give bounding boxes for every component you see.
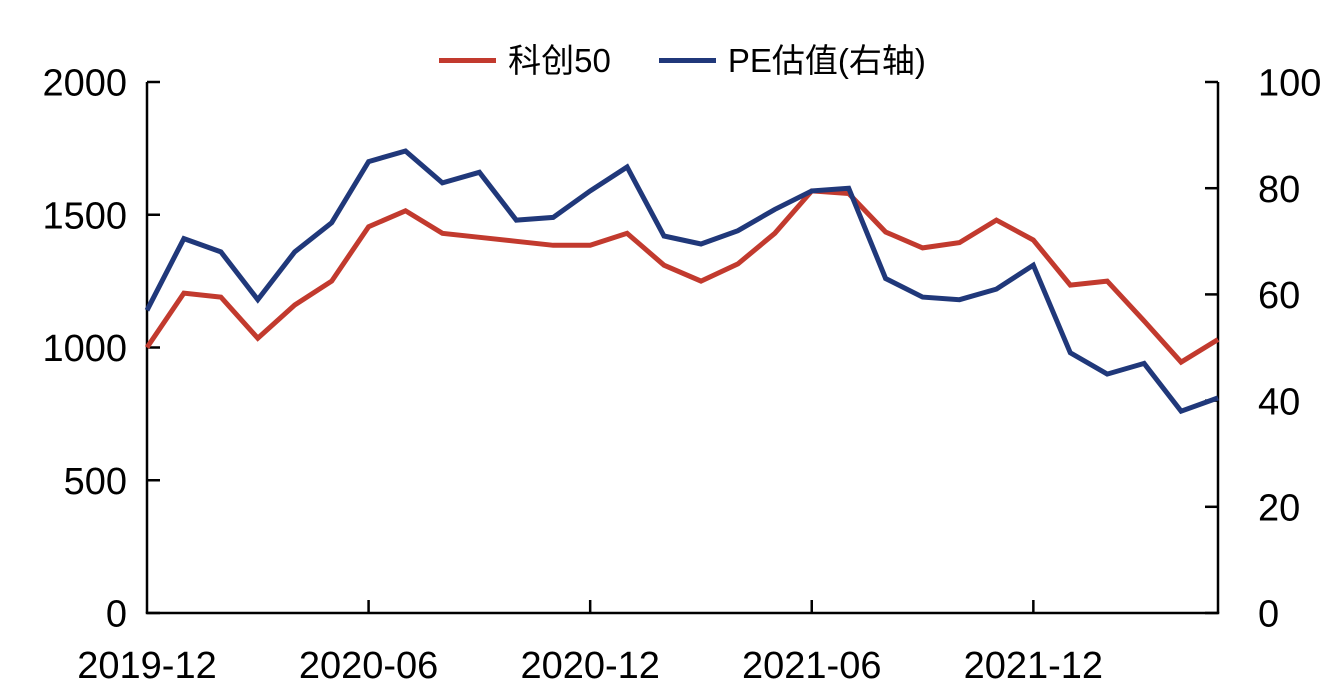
left-axis-tick-label: 2000 (42, 63, 127, 105)
x-axis-tick-label: 2021-12 (964, 645, 1103, 687)
legend-label-kc50: 科创50 (508, 42, 611, 79)
legend-label-pe: PE估值(右轴) (727, 42, 926, 79)
x-axis-tick-label: 2019-12 (77, 645, 216, 687)
x-axis-tick-label: 2021-06 (742, 645, 881, 687)
x-axis-tick-label: 2020-12 (520, 645, 659, 687)
right-axis-tick-label: 0 (1258, 594, 1279, 636)
right-axis-tick-label: 100 (1258, 63, 1321, 105)
left-axis-tick-label: 500 (64, 461, 127, 503)
legend-item-pe: PE估值(右轴) (658, 42, 926, 79)
pe-line-swatch (658, 58, 716, 63)
left-axis-tick-label: 1000 (42, 328, 127, 370)
left-axis-tick-label: 1500 (42, 195, 127, 237)
right-axis-tick-label: 60 (1258, 275, 1300, 317)
kc50-series-line (144, 188, 1220, 366)
legend-item-kc50: 科创50 (439, 44, 611, 77)
left-axis-tick-label: 0 (106, 594, 127, 636)
kc50-line-swatch (439, 58, 497, 63)
x-axis-tick-label: 2020-06 (299, 645, 438, 687)
right-axis-tick-label: 20 (1258, 487, 1300, 529)
pe-series-line (144, 148, 1219, 415)
right-axis-tick-label: 80 (1258, 169, 1300, 211)
right-axis-tick-label: 40 (1258, 381, 1300, 423)
legend: 科创50 PE估值(右轴) (147, 44, 1218, 77)
